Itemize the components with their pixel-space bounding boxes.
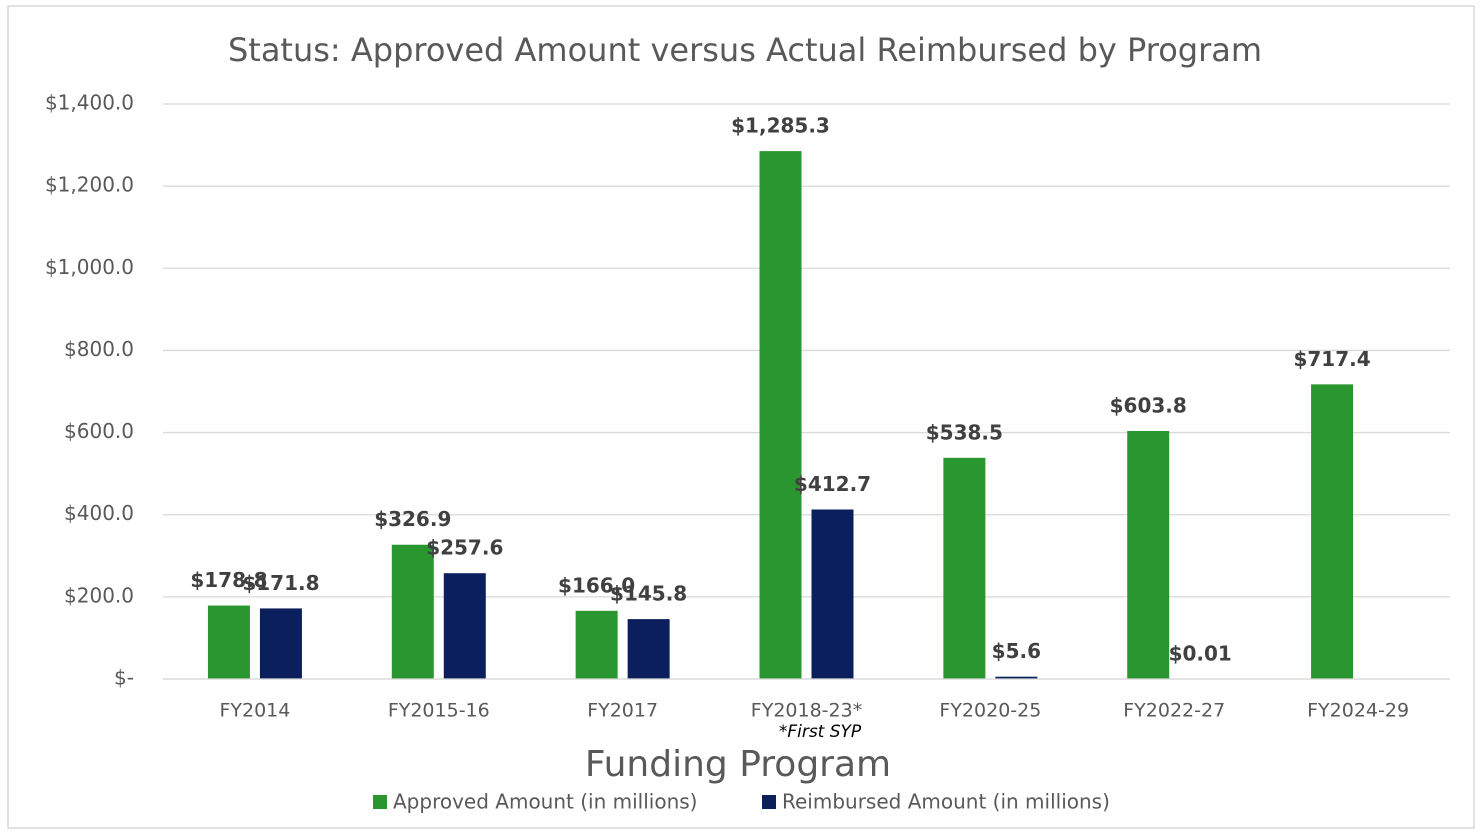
x-tick-label: FY2020-25 (939, 700, 1041, 722)
y-tick-label: $1,200.0 (45, 173, 134, 197)
data-label: $171.8 (242, 571, 319, 595)
x-tick-label: FY2015-16 (388, 700, 490, 722)
bar (575, 610, 618, 679)
y-tick-label: $200.0 (64, 583, 134, 607)
x-tick-label: FY2017 (587, 700, 658, 722)
x-tick-label: FY2018-23* (751, 700, 862, 722)
y-tick-label: $1,400.0 (45, 91, 134, 115)
x-axis-title: Funding Program (585, 744, 891, 785)
bar (443, 573, 486, 679)
x-tick-label: FY2024-29 (1307, 700, 1409, 722)
data-label: $166.0 (558, 573, 635, 597)
data-label: $412.7 (794, 472, 871, 496)
chart-frame (7, 5, 1475, 829)
bar (759, 151, 802, 679)
data-label: $1,285.3 (731, 114, 830, 138)
legend-swatch (373, 795, 387, 809)
bar (995, 676, 1038, 679)
y-tick-label: $600.0 (64, 419, 134, 443)
bar (207, 605, 250, 679)
legend-label: Reimbursed Amount (in millions) (782, 790, 1110, 814)
y-tick-label: $800.0 (64, 337, 134, 361)
bar (943, 457, 986, 679)
legend-swatch (762, 795, 776, 809)
legend-label: Approved Amount (in millions) (393, 790, 697, 814)
bar (811, 509, 854, 679)
data-label: $5.6 (992, 639, 1041, 663)
chart-title: Status: Approved Amount versus Actual Re… (228, 31, 1262, 69)
data-label: $178.8 (190, 568, 267, 592)
bar (391, 544, 434, 679)
data-label: $257.6 (426, 536, 503, 560)
y-tick-label: $400.0 (64, 501, 134, 525)
data-label: $326.9 (374, 507, 451, 531)
x-tick-label: FY2022-27 (1123, 700, 1225, 722)
bar (1311, 384, 1354, 679)
data-label: $538.5 (926, 420, 1003, 444)
data-label: $717.4 (1293, 347, 1370, 371)
bar (1127, 431, 1170, 679)
annotation: *First SYP (779, 722, 862, 742)
data-label: $0.01 (1169, 641, 1232, 665)
data-label: $603.8 (1110, 394, 1187, 418)
y-tick-label: $- (114, 666, 134, 690)
data-label: $145.8 (610, 582, 687, 606)
bar (259, 608, 302, 679)
x-tick-label: FY2014 (219, 700, 290, 722)
bar (627, 619, 670, 679)
y-tick-label: $1,000.0 (45, 255, 134, 279)
